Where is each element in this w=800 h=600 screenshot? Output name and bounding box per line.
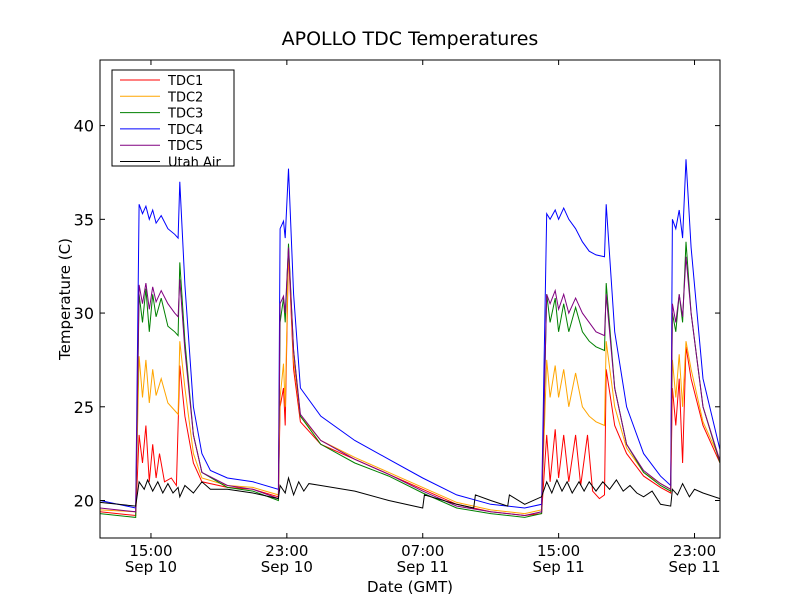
x-tick-label-date: Sep 10: [261, 558, 313, 576]
x-tick-label-date: Sep 11: [533, 558, 585, 576]
x-tick-label-time: 15:00: [537, 542, 580, 560]
y-tick-label: 20: [74, 492, 94, 511]
legend-label: TDC3: [167, 107, 203, 122]
x-tick-label-time: 07:00: [401, 542, 444, 560]
y-tick-label: 25: [74, 398, 94, 417]
series-line-tdc4: [100, 159, 720, 509]
chart-title: APOLLO TDC Temperatures: [282, 28, 539, 50]
series-line-tdc5: [100, 247, 720, 517]
legend-label: TDC2: [167, 90, 203, 105]
legend-box: [111, 69, 235, 167]
x-axis-label: Date (GMT): [367, 578, 453, 596]
x-tick-label-date: Sep 10: [125, 558, 177, 576]
series-line-tdc2: [100, 247, 720, 515]
legend-label: Utah Air: [168, 156, 221, 171]
y-axis: 20 25 30 35 40: [74, 117, 720, 511]
x-tick-label-time: 15:00: [129, 542, 172, 560]
x-tick-label-time: 23:00: [673, 542, 716, 560]
plot-frame: [99, 59, 721, 539]
series-layer: [100, 159, 720, 518]
y-tick-label: 35: [74, 210, 94, 229]
series-line-utah-air: [100, 476, 720, 509]
x-tick-label-time: 23:00: [265, 542, 308, 560]
y-tick-label: 40: [74, 117, 94, 136]
x-tick-label-date: Sep 11: [668, 558, 720, 576]
y-axis-label: Temperature (C): [56, 238, 74, 361]
series-line-tdc3: [100, 241, 720, 518]
legend-label: TDC4: [167, 123, 203, 138]
legend-label: TDC1: [167, 74, 203, 89]
y-tick-label: 30: [74, 304, 94, 323]
legend-label: TDC5: [167, 139, 203, 154]
x-tick-label-date: Sep 11: [397, 558, 449, 576]
